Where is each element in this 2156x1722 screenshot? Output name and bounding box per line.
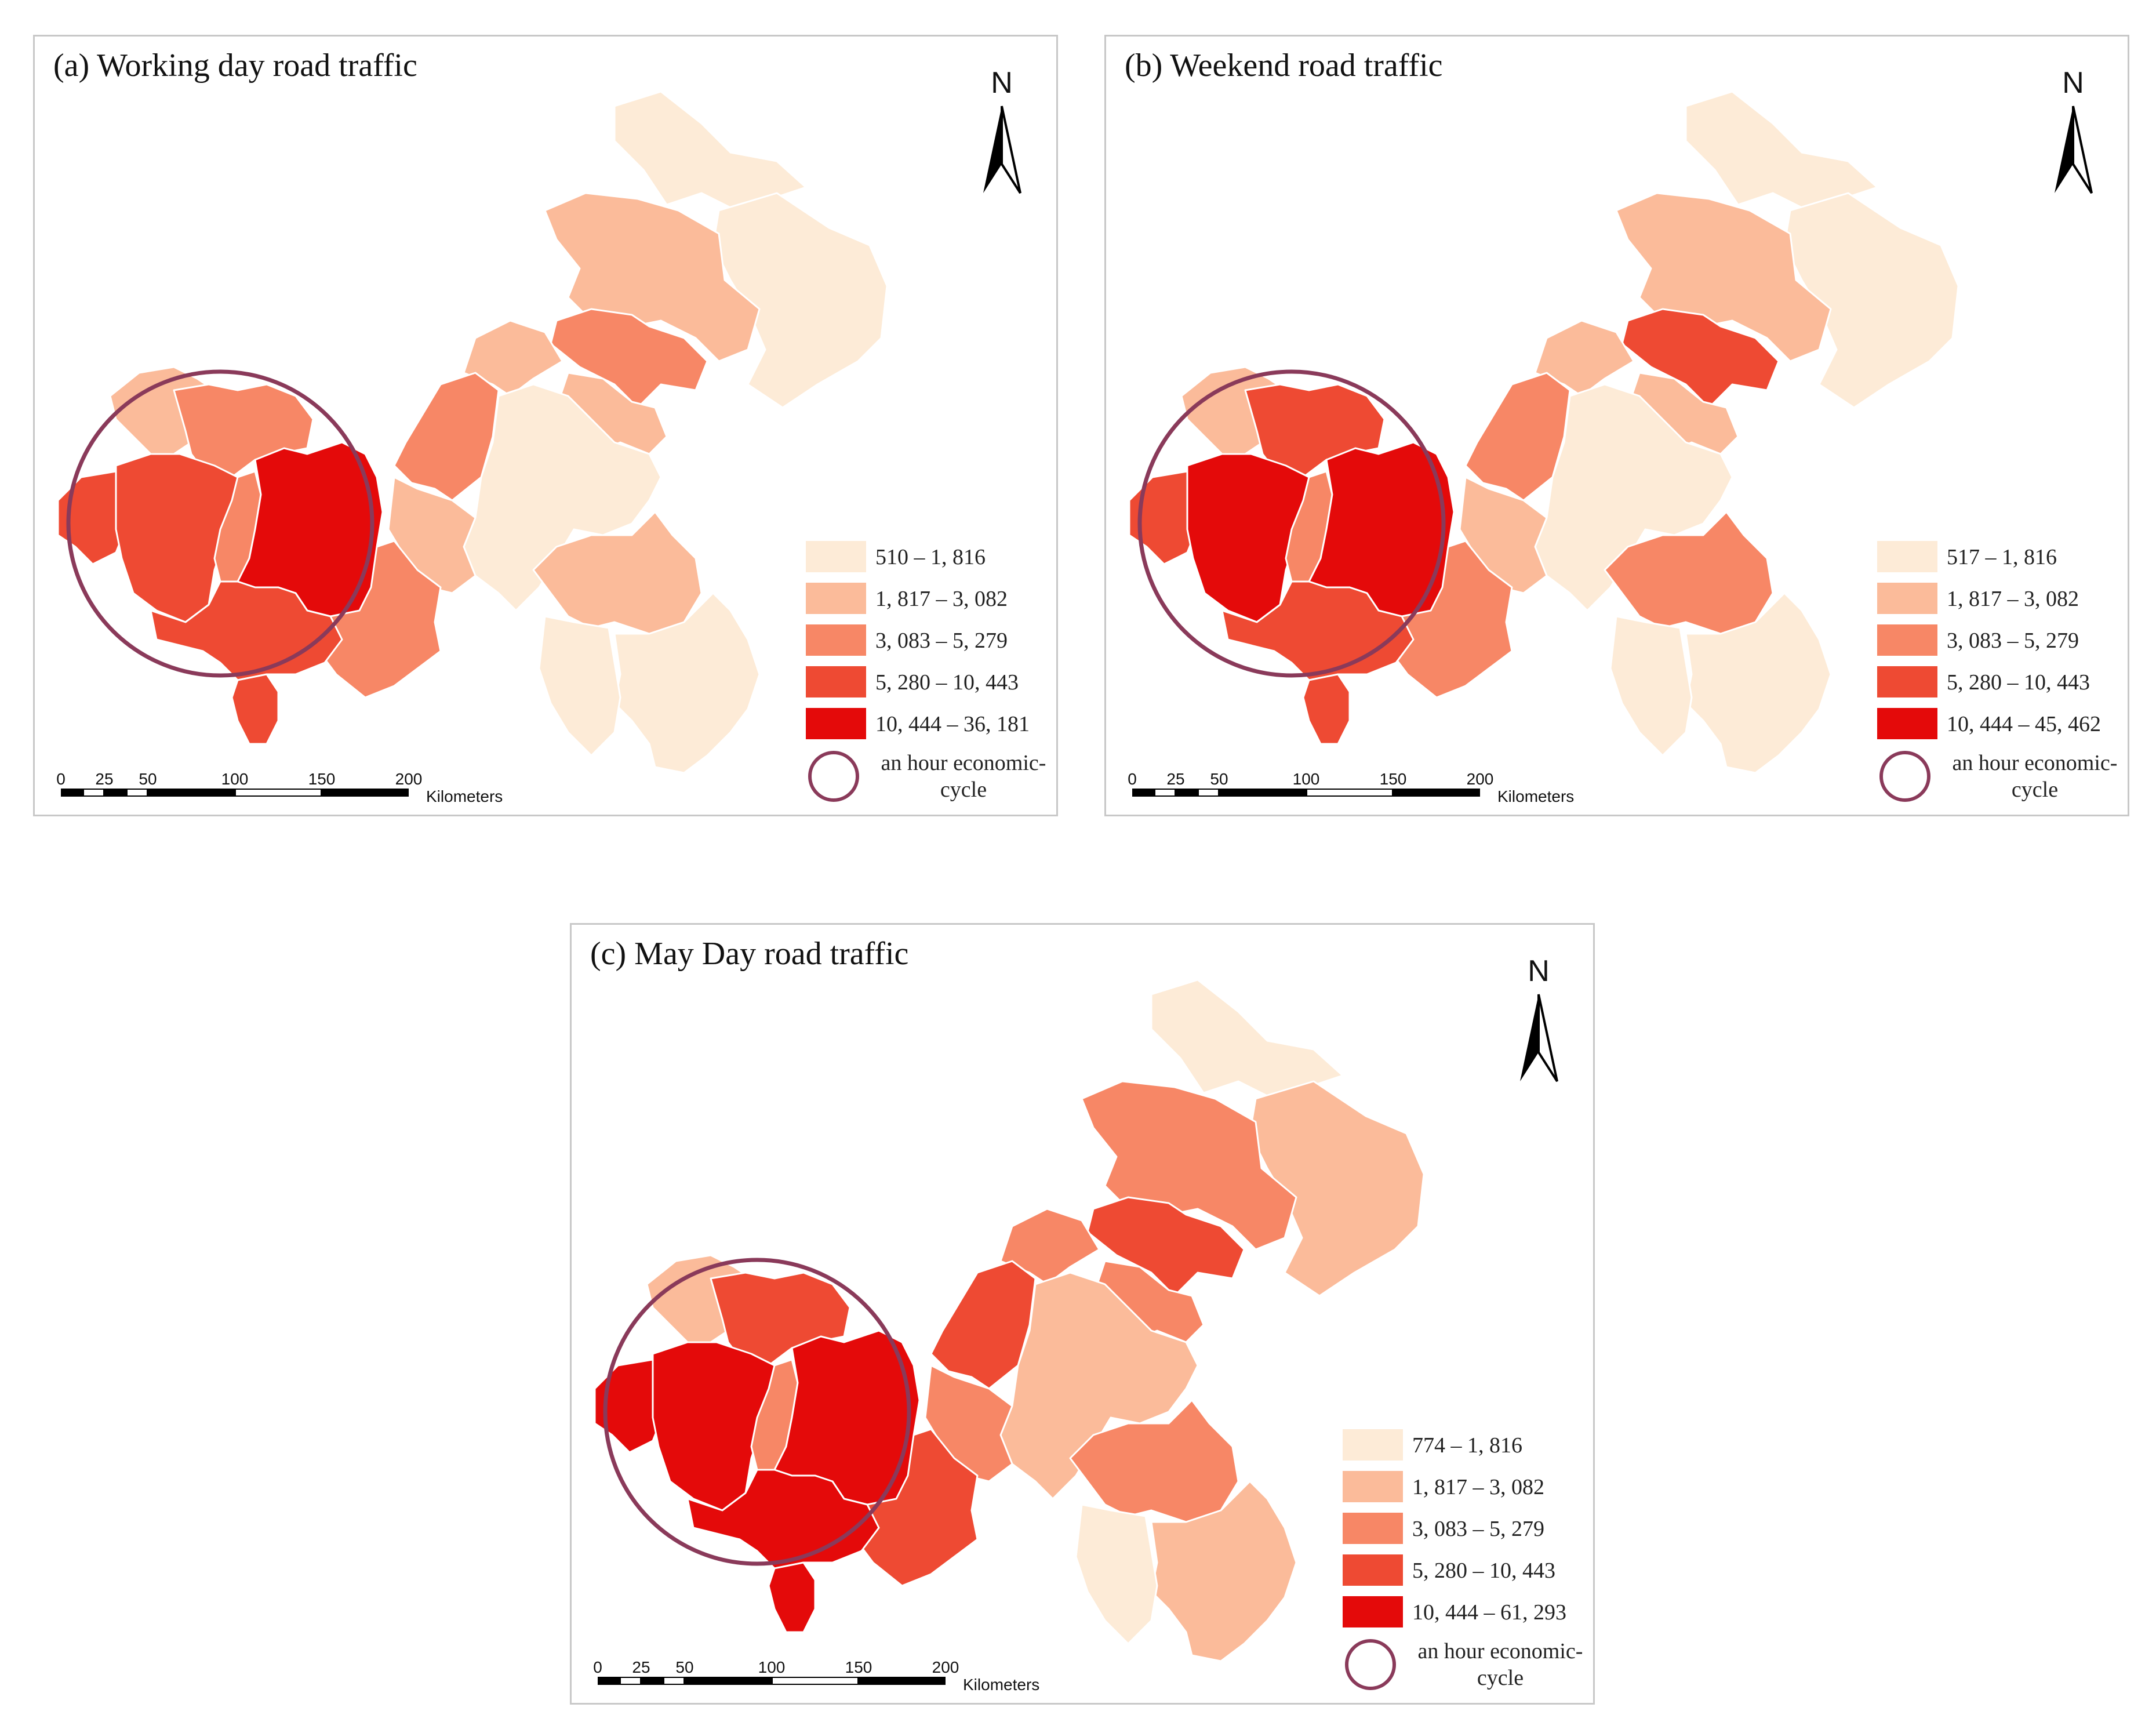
legend-item: 5, 280 – 10, 443 bbox=[1873, 666, 2128, 700]
legend-item: 10, 444 – 45, 462 bbox=[1873, 708, 2128, 742]
legend-swatch bbox=[1877, 541, 1937, 572]
legend-swatch bbox=[1343, 1513, 1403, 1544]
north-label: N bbox=[2062, 66, 2084, 100]
region-mid-north bbox=[1621, 308, 1780, 409]
scale-bar: 0 25 50 100 150 200 Kilometers bbox=[1124, 770, 1587, 811]
legend-item: 10, 444 – 36, 181 bbox=[801, 708, 1056, 742]
region-core-west bbox=[1186, 453, 1316, 623]
economic-cycle-circle-icon bbox=[1879, 751, 1930, 802]
legend-swatch bbox=[806, 624, 866, 656]
scale-unit: Kilometers bbox=[1497, 787, 1575, 805]
scale-unit: Kilometers bbox=[963, 1676, 1040, 1694]
scale-tick: 0 bbox=[1128, 770, 1137, 788]
legend-swatch bbox=[1343, 1596, 1403, 1627]
legend-item: 1, 817 – 3, 082 bbox=[801, 583, 1056, 616]
economic-cycle-label: an hour economic-cycle bbox=[1417, 1639, 1583, 1690]
region-south-east-a bbox=[1604, 511, 1774, 635]
legend-item: 5, 280 – 10, 443 bbox=[801, 666, 1056, 700]
region-south-east-b bbox=[1685, 592, 1832, 774]
region-mid-north bbox=[550, 308, 708, 409]
north-arrow-icon: N bbox=[1510, 954, 1568, 1093]
legend-swatch bbox=[806, 583, 866, 614]
region-south-east-b bbox=[1150, 1480, 1297, 1662]
legend-swatch bbox=[1877, 624, 1937, 656]
legend-item: 5, 280 – 10, 443 bbox=[1338, 1554, 1593, 1588]
choropleth-map bbox=[594, 979, 1425, 1662]
legend-swatch bbox=[806, 708, 866, 739]
economic-cycle-circle bbox=[603, 1258, 911, 1566]
scale-tick: 25 bbox=[95, 770, 114, 788]
scale-tick: 0 bbox=[56, 770, 66, 788]
scale-bar: 0 25 50 100 150 200 Kilometers bbox=[52, 770, 516, 811]
legend-item: 1, 817 – 3, 082 bbox=[1338, 1471, 1593, 1505]
legend-item: 3, 083 – 5, 279 bbox=[1873, 624, 2128, 658]
economic-cycle-circle-icon bbox=[808, 751, 859, 802]
region-core-west bbox=[652, 1341, 781, 1512]
north-label: N bbox=[991, 66, 1013, 100]
region-south-tail bbox=[768, 1561, 816, 1633]
region-corridor-a bbox=[930, 1260, 1037, 1390]
region-south-east-b bbox=[613, 592, 761, 774]
map-panel-a: (a) Working day road traffic N 510 – 1, … bbox=[33, 35, 1058, 816]
economic-cycle-label: an hour economic-cycle bbox=[1952, 751, 2118, 802]
economic-cycle-label: an hour economic-cycle bbox=[881, 751, 1046, 802]
legend-item: 3, 083 – 5, 279 bbox=[801, 624, 1056, 658]
region-south-far bbox=[1609, 615, 1693, 757]
scale-tick: 200 bbox=[1466, 770, 1494, 788]
legend-swatch bbox=[806, 666, 866, 697]
scale-tick: 150 bbox=[308, 770, 336, 788]
scale-tick: 50 bbox=[139, 770, 157, 788]
region-corridor-a bbox=[393, 372, 500, 502]
north-arrow-icon: N bbox=[973, 66, 1031, 205]
region-mid-north bbox=[1086, 1196, 1245, 1297]
scale-tick: 100 bbox=[758, 1658, 786, 1676]
map-panel-c: (c) May Day road traffic N 774 – 1, 816 … bbox=[570, 923, 1595, 1705]
north-label: N bbox=[1528, 954, 1550, 988]
legend-swatch bbox=[1343, 1471, 1403, 1502]
legend-item: 517 – 1, 816 bbox=[1873, 541, 2128, 575]
legend-swatch bbox=[1877, 708, 1937, 739]
map-panel-b: (b) Weekend road traffic N 517 – 1, 816 … bbox=[1104, 35, 2129, 816]
scale-tick: 100 bbox=[1292, 770, 1320, 788]
region-south-east-a bbox=[532, 511, 703, 635]
legend-item: 774 – 1, 816 bbox=[1338, 1429, 1593, 1463]
choropleth-map bbox=[57, 90, 888, 774]
scale-tick: 50 bbox=[675, 1658, 694, 1676]
legend-swatch bbox=[806, 541, 866, 572]
legend-item: 1, 817 – 3, 082 bbox=[1873, 583, 2128, 616]
scale-bar: 0 25 50 100 150 200 Kilometers bbox=[589, 1658, 1053, 1699]
legend-swatch bbox=[1877, 666, 1937, 697]
economic-cycle-circle-icon bbox=[1345, 1639, 1396, 1690]
scale-tick: 0 bbox=[593, 1658, 602, 1676]
panel-title: (b) Weekend road traffic bbox=[1125, 48, 1443, 83]
scale-tick: 200 bbox=[932, 1658, 959, 1676]
scale-tick: 50 bbox=[1210, 770, 1228, 788]
region-south-east-a bbox=[1069, 1399, 1239, 1523]
region-south-tail bbox=[1302, 673, 1351, 745]
scale-tick: 200 bbox=[395, 770, 423, 788]
region-corridor-a bbox=[1464, 372, 1571, 502]
scale-tick: 25 bbox=[1166, 770, 1185, 788]
scale-tick: 150 bbox=[845, 1658, 872, 1676]
panel-title: (a) Working day road traffic bbox=[53, 48, 417, 83]
scale-tick: 150 bbox=[1379, 770, 1407, 788]
legend-item: 510 – 1, 816 bbox=[801, 541, 1056, 575]
region-south-tail bbox=[231, 673, 279, 745]
legend-swatch bbox=[1343, 1429, 1403, 1461]
panel-title: (c) May Day road traffic bbox=[590, 936, 909, 972]
legend-item: 3, 083 – 5, 279 bbox=[1338, 1513, 1593, 1546]
region-south-far bbox=[1075, 1503, 1158, 1645]
scale-tick: 25 bbox=[632, 1658, 650, 1676]
region-core-west bbox=[115, 453, 245, 623]
legend-swatch bbox=[1877, 583, 1937, 614]
economic-cycle-circle bbox=[66, 369, 375, 678]
economic-cycle-circle bbox=[1137, 369, 1446, 678]
scale-tick: 100 bbox=[221, 770, 249, 788]
legend-item: 10, 444 – 61, 293 bbox=[1338, 1596, 1593, 1630]
scale-unit: Kilometers bbox=[426, 787, 503, 805]
north-arrow-icon: N bbox=[2044, 66, 2102, 205]
region-south-far bbox=[538, 615, 621, 757]
legend-swatch bbox=[1343, 1554, 1403, 1586]
choropleth-map bbox=[1128, 90, 1959, 774]
